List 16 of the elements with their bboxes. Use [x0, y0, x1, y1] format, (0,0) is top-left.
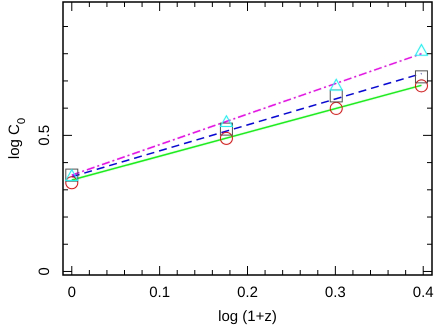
point: [414, 70, 428, 84]
point: [65, 176, 78, 190]
x-tick-label: 0.3: [324, 284, 346, 301]
point: [414, 44, 428, 56]
x-tick-label: 0.4: [412, 284, 434, 301]
x-tick-label: 0.2: [237, 284, 258, 301]
x-tick-label: 0: [68, 284, 76, 301]
point: [414, 79, 428, 92]
point: [220, 122, 233, 136]
x-tick-label: 0.1: [149, 284, 170, 301]
point: [330, 102, 343, 115]
x-axis-title: log (1+z): [218, 308, 277, 325]
y-tick-label: 0.5: [36, 124, 53, 146]
point: [220, 115, 233, 128]
point: [220, 132, 233, 145]
point: [330, 78, 343, 91]
